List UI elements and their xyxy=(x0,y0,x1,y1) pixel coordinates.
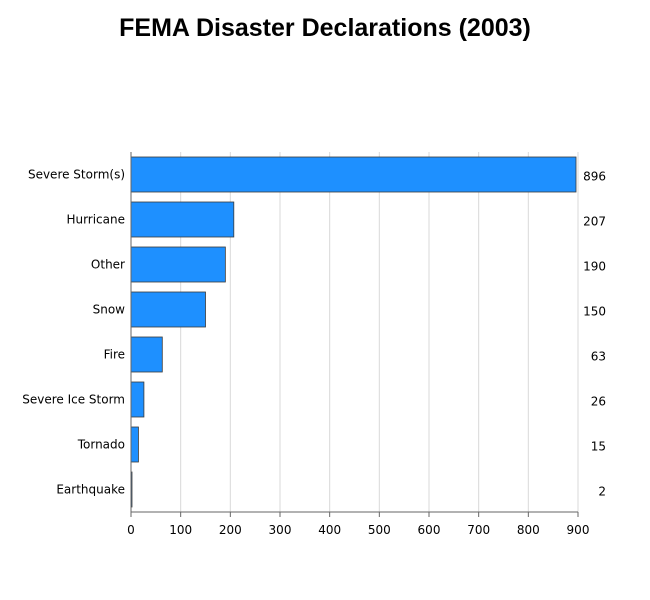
bar xyxy=(130,291,206,328)
bar xyxy=(130,156,577,193)
bar xyxy=(130,336,163,373)
x-tick-label: 0 xyxy=(127,523,135,537)
category-label: Snow xyxy=(93,303,126,317)
value-label: 896 xyxy=(583,170,606,184)
x-tick-label: 100 xyxy=(169,523,192,537)
category-label: Fire xyxy=(104,348,125,362)
x-tick-label: 600 xyxy=(418,523,441,537)
x-tick-label: 900 xyxy=(567,523,590,537)
bar xyxy=(130,381,145,418)
x-tick-label: 300 xyxy=(269,523,292,537)
category-label: Earthquake xyxy=(56,483,125,497)
value-label: 190 xyxy=(583,260,606,274)
x-tick-label: 400 xyxy=(318,523,341,537)
category-label: Severe Storm(s) xyxy=(28,168,125,182)
category-label: Hurricane xyxy=(66,213,125,227)
value-label: 207 xyxy=(583,215,606,229)
x-tick-label: 700 xyxy=(467,523,490,537)
x-tick-label: 200 xyxy=(219,523,242,537)
chart-title: FEMA Disaster Declarations (2003) xyxy=(119,14,531,42)
value-label: 15 xyxy=(591,440,606,454)
category-label: Tornado xyxy=(77,438,125,452)
category-label: Severe Ice Storm xyxy=(22,393,125,407)
x-tick-label: 500 xyxy=(368,523,391,537)
bar xyxy=(130,426,139,463)
value-label: 63 xyxy=(591,350,606,364)
value-label: 150 xyxy=(583,305,606,319)
value-label: 26 xyxy=(591,395,606,409)
category-label: Other xyxy=(91,258,125,272)
value-label: 2 xyxy=(598,485,606,499)
x-tick-label: 800 xyxy=(517,523,540,537)
bar xyxy=(130,201,235,238)
bar xyxy=(130,246,226,283)
